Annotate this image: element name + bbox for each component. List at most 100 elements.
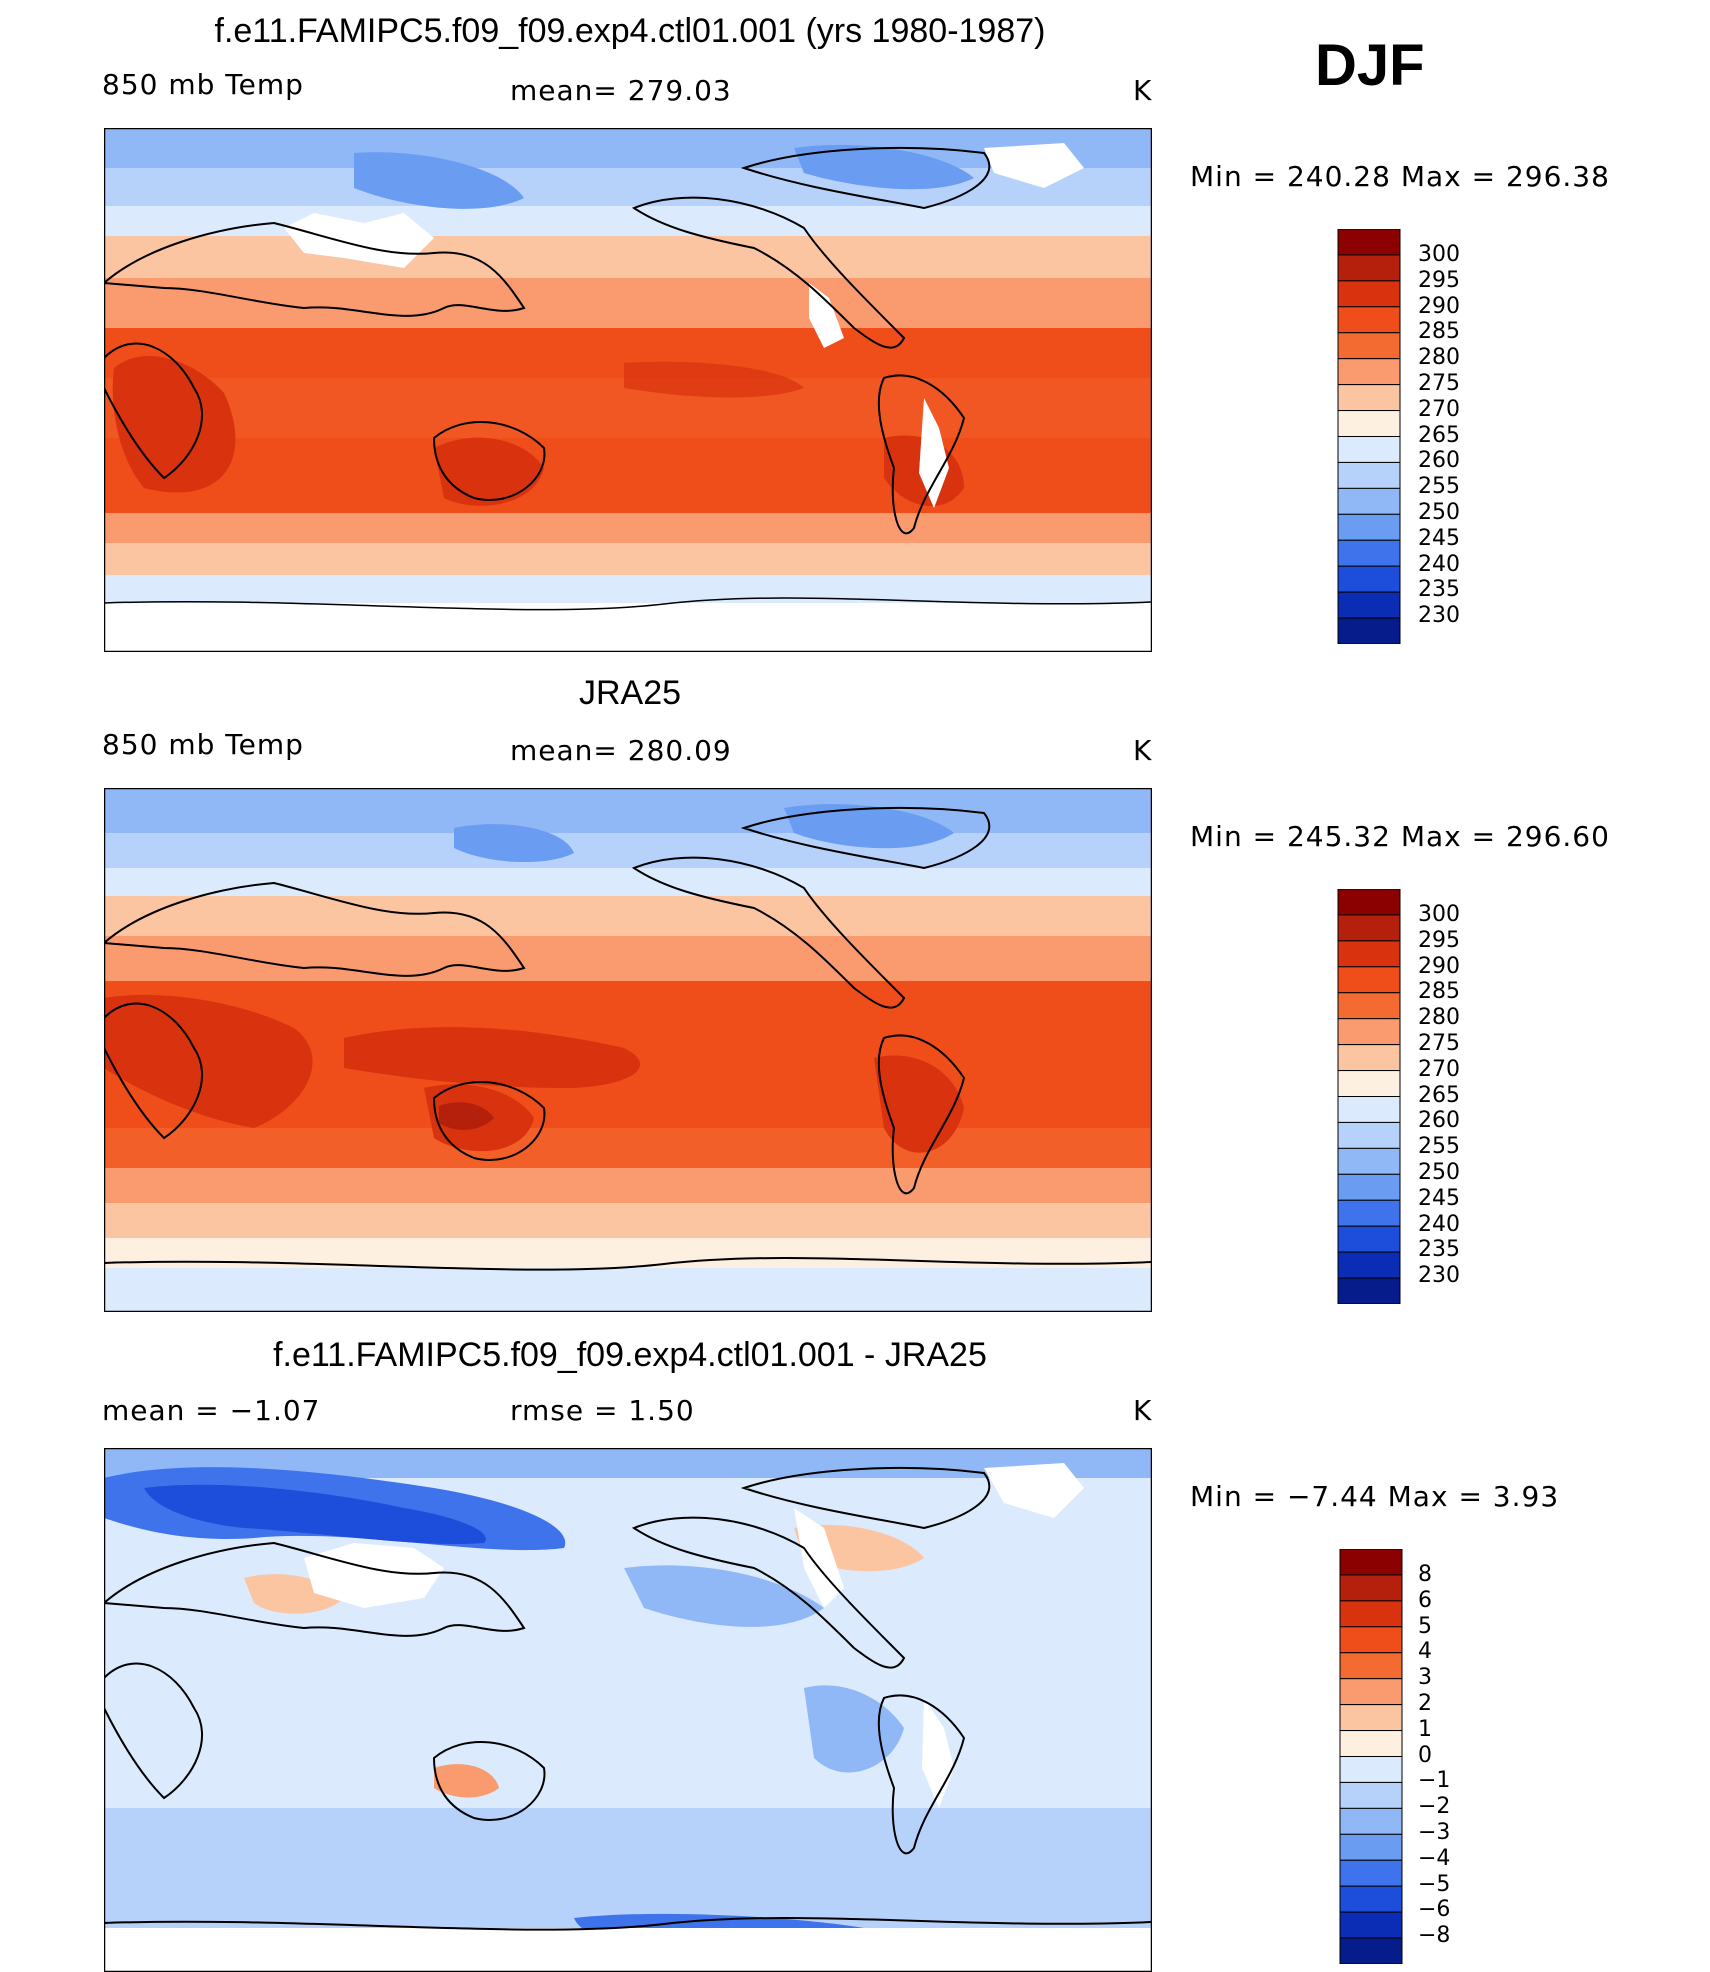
band [104, 1203, 1152, 1238]
missing-data [984, 143, 1084, 188]
colorbar-tick-label: 295 [1418, 927, 1460, 953]
band [104, 1808, 1152, 1928]
colorbar-box [1337, 1277, 1401, 1304]
colorbar-tick-label: 275 [1418, 371, 1460, 396]
band [104, 236, 1152, 278]
warm-region [112, 356, 236, 493]
cold-region [354, 152, 524, 209]
band [104, 788, 1152, 833]
colorbar-tick-label: 245 [1418, 525, 1460, 551]
colorbar-tick-label: −4 [1418, 1845, 1451, 1871]
colorbar-box [1337, 487, 1401, 515]
missing-data [919, 398, 949, 508]
cold-region [624, 1565, 824, 1627]
colorbar-tick-label: 295 [1418, 267, 1460, 293]
band [104, 543, 1152, 575]
colorbar-tick-label: 8 [1418, 1562, 1432, 1587]
colorbar-box [1339, 1885, 1403, 1913]
cold-region [804, 1685, 904, 1773]
colorbar-tick-label: −2 [1418, 1794, 1451, 1820]
coastline [104, 807, 1152, 1271]
missing-data [984, 1463, 1084, 1518]
colorbar-box [1339, 1937, 1403, 1964]
colorbar-box [1337, 1044, 1401, 1072]
colorbar-box [1337, 889, 1401, 916]
colorbar-box [1339, 1678, 1403, 1706]
band [104, 128, 1152, 168]
colorbar-tick-label: −8 [1418, 1923, 1451, 1949]
colorbar-tick-label: 6 [1418, 1587, 1432, 1613]
colorbar-tick-label: 250 [1418, 500, 1460, 525]
panel-2-mean-label: mean= 280.09 [510, 734, 732, 767]
panel-2-min-max: Min = 245.32 Max = 296.60 [1190, 820, 1610, 853]
warm-region [344, 1027, 641, 1088]
colorbar-box [1337, 332, 1401, 360]
colorbar-box [1337, 1251, 1401, 1279]
colorbar-tick-label: 285 [1418, 319, 1460, 345]
panel-1-variable-label: 850 mb Temp [102, 68, 304, 101]
band [104, 868, 1152, 896]
colorbar-box [1337, 914, 1401, 942]
missing-data [284, 213, 434, 268]
band [104, 278, 1152, 328]
colorbar-tick-label: 270 [1418, 396, 1460, 422]
panel-2-map [104, 788, 1152, 1312]
colorbar-box [1337, 306, 1401, 334]
panel-3-min-max: Min = −7.44 Max = 3.93 [1190, 1480, 1560, 1513]
colorbar-box [1339, 1626, 1403, 1654]
colorbar-box [1337, 358, 1401, 386]
colorbar-tick-label: 240 [1418, 551, 1460, 577]
colorbar-tick-label: 265 [1418, 422, 1460, 448]
panel-2-title: JRA25 [578, 674, 682, 712]
colorbar-box [1337, 254, 1401, 282]
colorbar-tick-label: 300 [1418, 902, 1460, 927]
band [104, 936, 1152, 981]
band [104, 206, 1152, 236]
panel-3-mean-label: mean = −1.07 [102, 1394, 321, 1427]
colorbar-box [1337, 436, 1401, 463]
colorbar-tick-label: 250 [1418, 1160, 1460, 1185]
colorbar-tick-label: 230 [1418, 1263, 1460, 1289]
warm-region [624, 361, 804, 398]
colorbar-box [1337, 461, 1401, 489]
colorbar-box [1337, 1018, 1401, 1046]
missing-data [809, 283, 844, 348]
colorbar-tick-label: 280 [1418, 345, 1460, 371]
colorbar-box [1337, 940, 1401, 968]
panel-1-min-max: Min = 240.28 Max = 296.38 [1190, 160, 1610, 193]
colorbar-tick-label: 270 [1418, 1056, 1460, 1082]
warm-region [104, 994, 313, 1128]
colorbar-tick-label: 5 [1418, 1613, 1432, 1639]
panel-1-colorbar [1337, 229, 1401, 644]
panel-1-map [104, 128, 1152, 652]
colorbar-tick-label: −6 [1418, 1897, 1451, 1923]
colorbar-box [1339, 1600, 1403, 1628]
colorbar-box [1337, 992, 1401, 1020]
band [104, 603, 1152, 652]
cold-region [794, 144, 974, 190]
colorbar-box [1339, 1549, 1403, 1576]
colorbar-tick-label: 255 [1418, 1134, 1460, 1160]
colorbar-box [1337, 1096, 1401, 1123]
colorbar-tick-label: 285 [1418, 979, 1460, 1005]
colorbar-tick-label: 265 [1418, 1082, 1460, 1108]
missing-data [304, 1543, 444, 1608]
colorbar-box [1337, 280, 1401, 308]
colorbar-box [1339, 1704, 1403, 1732]
colorbar-box [1337, 591, 1401, 619]
colorbar-box [1337, 1199, 1401, 1227]
panel-1-units: K [1133, 74, 1153, 107]
panel-2-variable-label: 850 mb Temp [102, 728, 304, 761]
colorbar-box [1339, 1781, 1403, 1809]
panel-3-title: f.e11.FAMIPC5.f09_f09.exp4.ctl01.001 - J… [273, 1336, 987, 1374]
panel-3-map [104, 1448, 1152, 1972]
colorbar-box [1337, 565, 1401, 593]
panel-1-title: f.e11.FAMIPC5.f09_f09.exp4.ctl01.001 (yr… [214, 12, 1046, 50]
colorbar-tick-label: −3 [1418, 1820, 1451, 1845]
colorbar-tick-label: 290 [1418, 953, 1460, 979]
colorbar-box [1339, 1859, 1403, 1887]
colorbar-box [1337, 966, 1401, 994]
band [104, 1168, 1152, 1203]
panel-3-units: K [1133, 1394, 1153, 1427]
band [104, 168, 1152, 206]
